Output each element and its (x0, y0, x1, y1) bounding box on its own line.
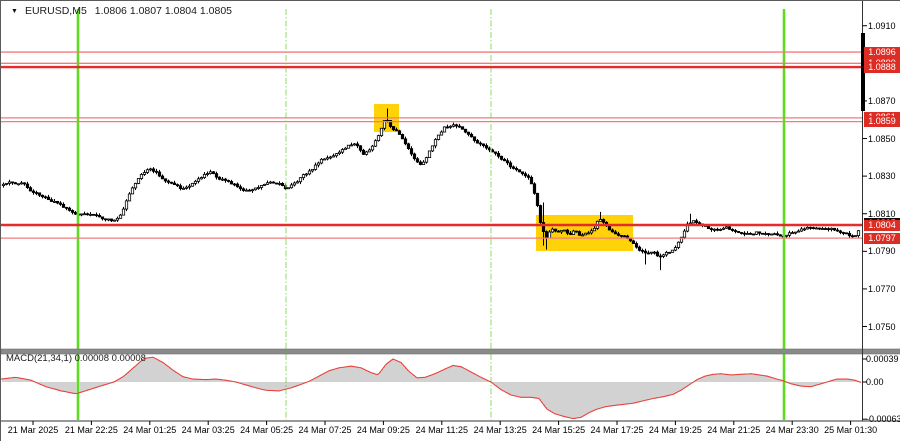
symbol-period-label: EURUSD,M5 (24, 5, 87, 17)
time-axis-label: 24 Mar 15:25 (532, 425, 586, 435)
time-axis-label: 24 Mar 05:25 (240, 425, 294, 435)
ohlc-values: 1.0806 1.0807 1.0804 1.0805 (94, 5, 232, 17)
panel-separator[interactable] (1, 348, 900, 355)
time-axis-label: 24 Mar 01:25 (123, 425, 177, 435)
time-axis-label: 21 Mar 2025 (7, 425, 59, 435)
price-axis-label: 1.0810 (868, 208, 896, 219)
time-axis-label: 24 Mar 11:25 (415, 425, 468, 435)
macd-line (1, 356, 862, 420)
price-level-badge: 1.0859 (864, 116, 900, 128)
time-axis-label: 24 Mar 21:25 (707, 425, 761, 435)
macd-axis-label: 0.00 (866, 377, 884, 387)
price-axis-label: 1.0770 (868, 283, 896, 294)
price-axis-label: 1.0870 (868, 95, 896, 106)
macd-axis-label: 0.00039 (866, 353, 899, 364)
price-level-badge: 1.0888 (864, 61, 900, 73)
price-axis-label: 1.0750 (868, 321, 896, 332)
price-level-badge: 1.0896 (864, 46, 900, 58)
time-axis-label: 24 Mar 17:25 (590, 425, 644, 435)
chevron-down-icon[interactable]: ▼ (11, 7, 18, 15)
time-axis-label: 24 Mar 09:25 (356, 425, 410, 435)
price-axis-label: 1.0910 (868, 20, 896, 31)
macd-axis-label: -0.00063 (866, 414, 900, 425)
time-axis-label: 24 Mar 03:25 (181, 425, 235, 435)
time-axis-label: 24 Mar 07:25 (298, 425, 352, 435)
current-candle-spike-bar (861, 33, 865, 111)
time-axis-label: 24 Mar 23:30 (765, 425, 819, 435)
time-axis-label: 24 Mar 13:25 (473, 425, 527, 435)
price-axis-label: 1.0830 (868, 171, 896, 182)
price-level-badge: 1.0797 (864, 232, 900, 244)
price-axis-label: 1.0790 (868, 246, 896, 257)
time-axis-label: 25 Mar 01:30 (824, 425, 878, 435)
time-axis-label: 21 Mar 22:25 (64, 425, 118, 435)
price-axis-label: 1.0850 (868, 133, 896, 144)
chart-title: ▼ EURUSD,M5 1.0806 1.0807 1.0804 1.0805 (11, 4, 232, 18)
price-level-badge: 1.0804 (864, 219, 900, 231)
macd-indicator-label: MACD(21,34,1) 0.00008 0.00008 (6, 353, 146, 364)
time-axis-label: 24 Mar 19:25 (648, 425, 702, 435)
